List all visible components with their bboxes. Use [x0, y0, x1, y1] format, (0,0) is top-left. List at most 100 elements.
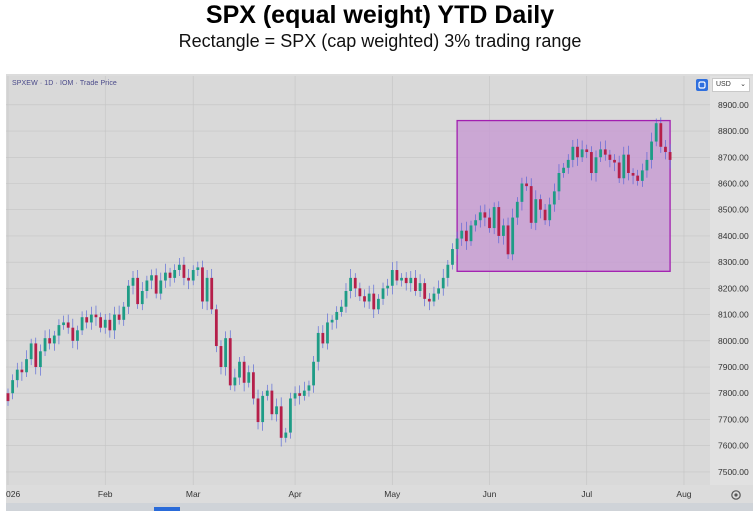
- candle-body: [85, 317, 89, 323]
- candle-body: [177, 264, 181, 271]
- candle-body: [441, 277, 445, 289]
- currency-select[interactable]: USD ⌄: [712, 78, 750, 92]
- candle-body: [437, 288, 440, 294]
- trading-range-rectangle: [456, 119, 671, 272]
- candle-body: [298, 393, 302, 396]
- candle-body: [344, 290, 348, 307]
- candle-body: [427, 298, 431, 302]
- candle-body: [636, 175, 640, 181]
- candle-body: [284, 432, 288, 438]
- time-scrollbar[interactable]: [6, 503, 753, 511]
- candle-body: [251, 372, 255, 399]
- chart-subtitle: Rectangle = SPX (cap weighted) 3% tradin…: [178, 31, 582, 51]
- candle-body: [94, 314, 98, 318]
- candle-body: [275, 406, 278, 415]
- candle-body: [219, 346, 223, 368]
- candle-body: [205, 277, 209, 302]
- candle-body: [196, 267, 200, 271]
- candle-body: [668, 152, 672, 160]
- candle-body: [414, 277, 417, 291]
- candle-body: [145, 280, 149, 291]
- candle-body: [390, 270, 394, 286]
- candle-body: [307, 385, 311, 391]
- price-axis[interactable]: [710, 76, 753, 485]
- candle-body: [270, 390, 274, 415]
- x-tick-label: May: [384, 489, 401, 499]
- candle-body: [381, 288, 385, 299]
- candle-body: [627, 154, 630, 174]
- candle-body: [279, 406, 283, 438]
- y-tick-label: 7500.00: [718, 467, 749, 477]
- candle-body: [566, 159, 570, 168]
- candle-body: [173, 270, 177, 278]
- candle-body: [66, 322, 70, 328]
- candle-body: [238, 361, 241, 378]
- candle-body: [154, 275, 158, 294]
- candle-body: [210, 277, 214, 310]
- y-tick-label: 8000.00: [718, 336, 749, 346]
- candle-body: [358, 288, 362, 297]
- candle-body: [543, 209, 547, 221]
- symbol-legend[interactable]: SPXEW · 1D · IOM · Trade Price: [12, 80, 117, 87]
- candle-body: [446, 264, 450, 278]
- y-tick-label: 7700.00: [718, 414, 749, 424]
- candle-body: [330, 319, 334, 323]
- candle-body: [168, 272, 172, 278]
- candle-body: [423, 283, 427, 299]
- candle-body: [603, 149, 607, 155]
- y-tick-label: 7800.00: [718, 388, 749, 398]
- candle-body: [502, 225, 505, 236]
- settings-icon[interactable]: [730, 489, 742, 501]
- candle-body: [39, 351, 42, 368]
- sync-button[interactable]: [696, 79, 708, 91]
- candle-body: [52, 335, 56, 344]
- y-tick-label: 8100.00: [718, 310, 749, 320]
- candle-body: [224, 338, 228, 368]
- candle-body: [228, 338, 232, 386]
- candle-body: [57, 325, 61, 336]
- candle-body: [233, 377, 237, 386]
- candle-body: [76, 330, 79, 341]
- candle-body: [562, 167, 565, 174]
- candle-body: [432, 293, 436, 302]
- candle-body: [367, 293, 371, 302]
- candle-body: [659, 123, 663, 147]
- candle-body: [321, 332, 325, 344]
- candle-body: [117, 314, 121, 320]
- candle-body: [25, 359, 28, 373]
- candle-body: [617, 162, 621, 179]
- candle-body: [418, 283, 422, 291]
- candle-body: [363, 296, 366, 302]
- candle-body: [339, 306, 343, 312]
- y-tick-label: 8900.00: [718, 100, 749, 110]
- candle-body: [451, 249, 454, 265]
- candle-body: [576, 146, 579, 158]
- candle-body: [316, 332, 320, 362]
- candle-body: [150, 275, 153, 281]
- candle-body: [654, 123, 658, 142]
- candle-body: [599, 149, 603, 158]
- chart-title: SPX (equal weight) YTD Daily: [205, 1, 555, 29]
- candle-body: [395, 270, 399, 281]
- x-tick-label: Jun: [483, 489, 497, 499]
- candle-body: [386, 285, 390, 289]
- candle-body: [515, 201, 519, 218]
- candle-body: [548, 204, 552, 221]
- candle-body: [640, 170, 644, 181]
- candle-body: [62, 322, 65, 326]
- candle-body: [455, 238, 459, 250]
- y-tick-label: 8400.00: [718, 231, 749, 241]
- candle-body: [631, 173, 635, 176]
- candle-body: [460, 230, 464, 239]
- candle-body: [43, 338, 47, 352]
- chevron-down-icon: ⌄: [740, 81, 746, 88]
- candle-body: [464, 230, 468, 242]
- candle-body: [191, 270, 195, 281]
- x-tick-label: 026: [6, 489, 20, 499]
- candle-body: [552, 191, 556, 205]
- candle-body: [557, 173, 561, 192]
- scrollbar-thumb[interactable]: [154, 507, 180, 511]
- candle-body: [312, 361, 315, 386]
- candle-body: [113, 314, 116, 331]
